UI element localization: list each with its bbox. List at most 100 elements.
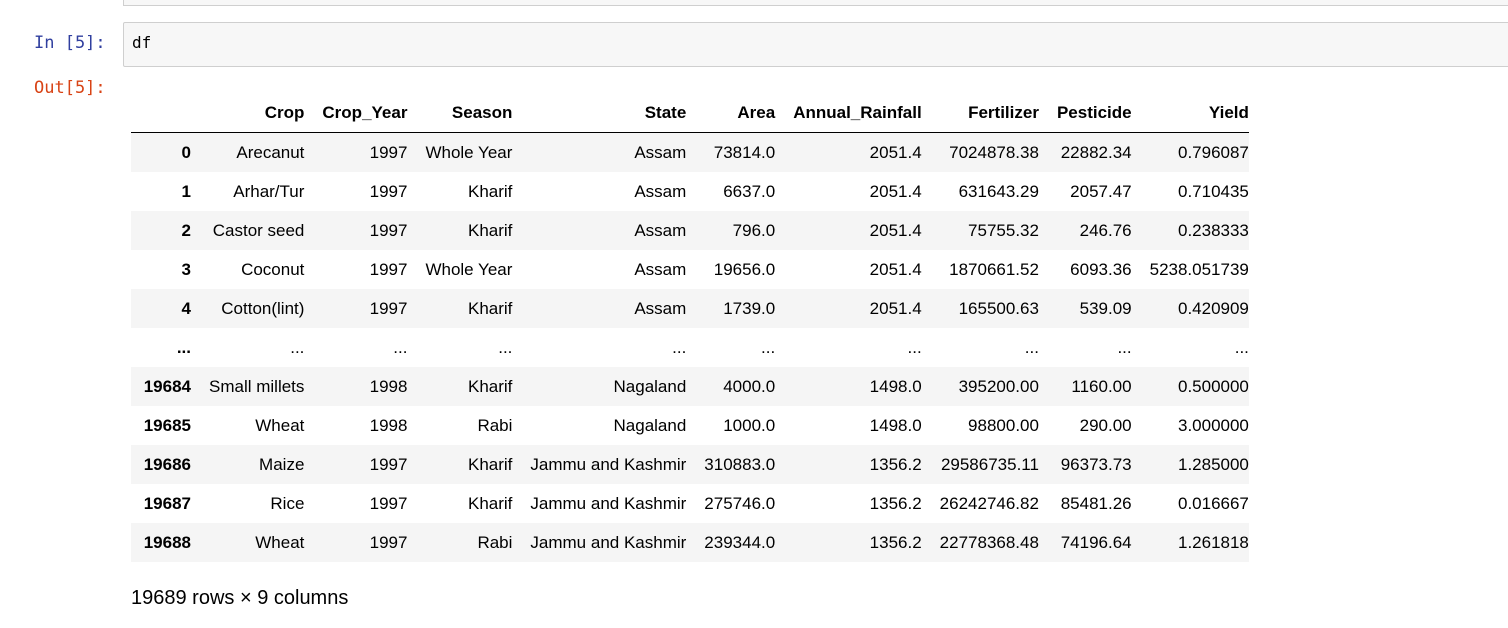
- table-cell: Assam: [634, 182, 687, 201]
- column-header: State: [512, 93, 687, 133]
- table-cell: Assam: [634, 260, 687, 279]
- table-row: 1 Arhar/Tur 1997 Kharif Assam 6637.0 2051.4 631…: [131, 172, 1249, 211]
- table-cell: 1498.0: [869, 416, 922, 435]
- table-cell: 85481.26: [1060, 494, 1132, 513]
- dataframe-shape-summary: 19689 rows × 9 columns: [131, 587, 349, 609]
- table-cell: 75755.32: [968, 221, 1039, 240]
- index-column-header: [131, 93, 191, 133]
- table-cell: Maize: [259, 455, 305, 474]
- table-cell: 2051.4: [869, 182, 922, 201]
- table-cell: Arecanut: [236, 143, 305, 162]
- header-row: Crop Crop_Year Season State Area Annual_Rainf…: [131, 93, 1249, 133]
- table-cell: 0.420909: [1177, 299, 1249, 318]
- table-cell: 73814.0: [713, 143, 776, 162]
- table-cell: Kharif: [467, 182, 513, 201]
- table-cell: 1000.0: [723, 416, 776, 435]
- table-cell: ...: [1024, 338, 1039, 357]
- table-cell: 1.261818: [1177, 533, 1249, 552]
- table-cell: 1356.2: [869, 455, 922, 474]
- table-row: 19685 Wheat 1998 Rabi Nagaland 1000.0 1498.0 98…: [131, 406, 1249, 445]
- row-index: 0: [181, 143, 191, 162]
- table-cell: 5238.051739: [1149, 260, 1249, 279]
- table-cell: 1498.0: [869, 377, 922, 396]
- table-cell: 275746.0: [704, 494, 776, 513]
- table-row: ..............................: [131, 328, 1249, 367]
- table-cell: 1997: [369, 455, 408, 474]
- table-cell: 165500.63: [958, 299, 1039, 318]
- table-cell: 1.285000: [1177, 455, 1249, 474]
- table-cell: 1998: [369, 377, 408, 396]
- row-index: 2: [181, 221, 191, 240]
- table-cell: 310883.0: [704, 455, 776, 474]
- table-cell: ...: [498, 338, 513, 357]
- column-header: Fertilizer: [921, 93, 1039, 133]
- table-cell: ...: [672, 338, 687, 357]
- table-cell: 1997: [369, 260, 408, 279]
- column-header: Pesticide: [1038, 93, 1132, 133]
- column-header: Season: [407, 93, 513, 133]
- table-cell: 7024878.38: [949, 143, 1039, 162]
- table-cell: 0.796087: [1177, 143, 1249, 162]
- table-cell: ...: [290, 338, 305, 357]
- table-cell: 4000.0: [723, 377, 776, 396]
- table-cell: 22882.34: [1060, 143, 1132, 162]
- table-cell: Rice: [270, 494, 305, 513]
- table-cell: 0.016667: [1177, 494, 1249, 513]
- table-cell: Kharif: [467, 455, 513, 474]
- table-cell: 1739.0: [723, 299, 776, 318]
- row-index: 19685: [143, 416, 191, 435]
- row-index: 19684: [143, 377, 191, 396]
- table-cell: Assam: [634, 299, 687, 318]
- input-prompt: In [5]:: [34, 33, 106, 53]
- output-prompt: Out[5]:: [34, 78, 106, 98]
- table-cell: 1998: [369, 416, 408, 435]
- code-input-area[interactable]: df: [123, 22, 1508, 67]
- table-cell: ...: [393, 338, 408, 357]
- table-cell: Jammu and Kashmir: [530, 533, 687, 552]
- table-cell: 290.00: [1079, 416, 1132, 435]
- table-cell: 26242746.82: [939, 494, 1039, 513]
- table-cell: 1997: [369, 221, 408, 240]
- table-cell: 2051.4: [869, 260, 922, 279]
- table-cell: Kharif: [467, 494, 513, 513]
- table-cell: 0.710435: [1177, 182, 1249, 201]
- table-cell: 6093.36: [1070, 260, 1132, 279]
- table-cell: 98800.00: [968, 416, 1039, 435]
- table-cell: Coconut: [241, 260, 305, 279]
- column-header: Crop: [191, 93, 305, 133]
- table-cell: Assam: [634, 221, 687, 240]
- table-row: 2 Castor seed 1997 Kharif Assam 796.0 2051.4 75…: [131, 211, 1249, 250]
- table-cell: Castor seed: [212, 221, 305, 240]
- table-cell: 631643.29: [958, 182, 1039, 201]
- table-cell: 74196.64: [1060, 533, 1132, 552]
- table-cell: 22778368.48: [939, 533, 1039, 552]
- dataframe-table: Crop Crop_Year Season State Area Annual_Rainf…: [131, 93, 1249, 562]
- table-cell: Nagaland: [613, 416, 687, 435]
- previous-cell-edge: [123, 0, 1508, 6]
- table-row: 19684 Small millets 1998 Kharif Nagaland 4000…: [131, 367, 1249, 406]
- table-cell: 2051.4: [869, 221, 922, 240]
- table-cell: Wheat: [255, 416, 305, 435]
- table-cell: Cotton(lint): [221, 299, 305, 318]
- column-header: Yield: [1131, 93, 1249, 133]
- table-cell: Whole Year: [425, 143, 513, 162]
- table-cell: 1997: [369, 533, 408, 552]
- table-cell: ...: [907, 338, 922, 357]
- table-cell: 1356.2: [869, 494, 922, 513]
- row-index: 4: [181, 299, 191, 318]
- table-cell: Kharif: [467, 299, 513, 318]
- table-cell: Rabi: [477, 533, 513, 552]
- table-cell: 19656.0: [713, 260, 776, 279]
- table-cell: 1356.2: [869, 533, 922, 552]
- table-cell: 29586735.11: [940, 455, 1039, 474]
- table-cell: 1997: [369, 182, 408, 201]
- table-cell: Jammu and Kashmir: [530, 494, 687, 513]
- row-index: 19687: [143, 494, 191, 513]
- row-index: 3: [181, 260, 191, 279]
- code-text[interactable]: df: [132, 33, 152, 52]
- table-cell: Wheat: [255, 533, 305, 552]
- table-cell: Small millets: [209, 377, 305, 396]
- table-cell: Rabi: [477, 416, 513, 435]
- table-cell: Assam: [634, 143, 687, 162]
- table-cell: Whole Year: [425, 260, 513, 279]
